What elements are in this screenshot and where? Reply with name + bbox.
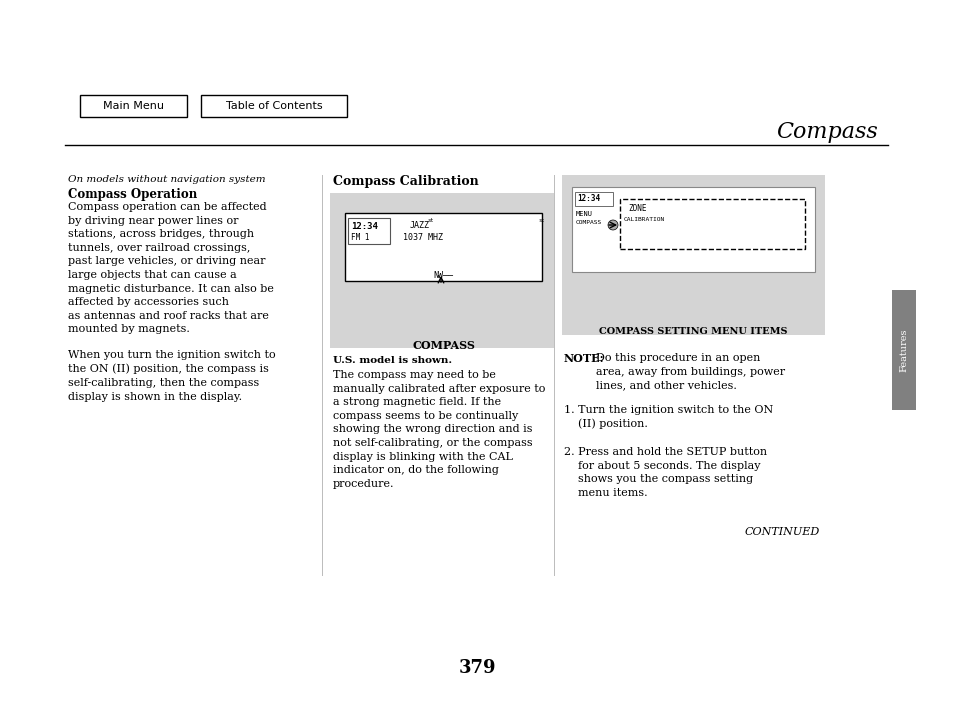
Bar — [80, 95, 187, 117]
Circle shape — [607, 220, 618, 230]
Text: On models without navigation system: On models without navigation system — [68, 175, 265, 184]
Text: When you turn the ignition switch to
the ON (II) position, the compass is
self-c: When you turn the ignition switch to the… — [68, 350, 275, 402]
Text: COMPASS: COMPASS — [576, 220, 601, 225]
Text: 379: 379 — [457, 659, 496, 677]
Text: Compass: Compass — [776, 121, 877, 143]
Text: JAZZ: JAZZ — [410, 221, 430, 230]
Text: Features: Features — [899, 328, 907, 372]
Text: The compass may need to be
manually calibrated after exposure to
a strong magnet: The compass may need to be manually cali… — [333, 370, 545, 488]
Bar — [561, 175, 824, 335]
Text: 1. Turn the ignition switch to the ON
    (II) position.: 1. Turn the ignition switch to the ON (I… — [563, 405, 773, 430]
Text: Table of Contents: Table of Contents — [226, 101, 322, 111]
Text: Compass Calibration: Compass Calibration — [333, 175, 478, 188]
Bar — [348, 218, 390, 244]
Bar — [891, 290, 915, 410]
Text: 12:34: 12:34 — [577, 194, 599, 203]
Text: 12:34: 12:34 — [351, 222, 377, 231]
Text: 1037 MHZ: 1037 MHZ — [402, 233, 442, 242]
Text: st: st — [427, 218, 433, 223]
Bar — [201, 95, 347, 117]
Text: Compass operation can be affected
by driving near power lines or
stations, acros: Compass operation can be affected by dri… — [68, 202, 274, 334]
Text: CONTINUED: CONTINUED — [744, 527, 820, 537]
Text: st: st — [537, 218, 544, 223]
Text: Main Menu: Main Menu — [103, 101, 164, 111]
Text: 2. Press and hold the SETUP button
    for about 5 seconds. The display
    show: 2. Press and hold the SETUP button for a… — [563, 447, 766, 498]
Text: NW——: NW—— — [433, 271, 453, 280]
Text: COMPASS: COMPASS — [412, 340, 475, 351]
Text: U.S. model is shown.: U.S. model is shown. — [333, 356, 452, 365]
Bar — [330, 193, 554, 348]
Bar — [619, 199, 804, 249]
Text: FM 1: FM 1 — [351, 233, 369, 242]
Bar — [575, 192, 613, 206]
Bar — [345, 213, 541, 281]
Text: NOTE:: NOTE: — [563, 353, 604, 364]
Text: ZONE: ZONE — [627, 204, 646, 213]
Text: MENU: MENU — [576, 211, 593, 217]
Text: CALIBRATION: CALIBRATION — [623, 217, 664, 222]
Text: Do this procedure in an open
area, away from buildings, power
lines, and other v: Do this procedure in an open area, away … — [596, 353, 784, 391]
Bar — [572, 187, 814, 272]
Text: COMPASS SETTING MENU ITEMS: COMPASS SETTING MENU ITEMS — [598, 327, 787, 336]
Text: Compass Operation: Compass Operation — [68, 188, 197, 201]
